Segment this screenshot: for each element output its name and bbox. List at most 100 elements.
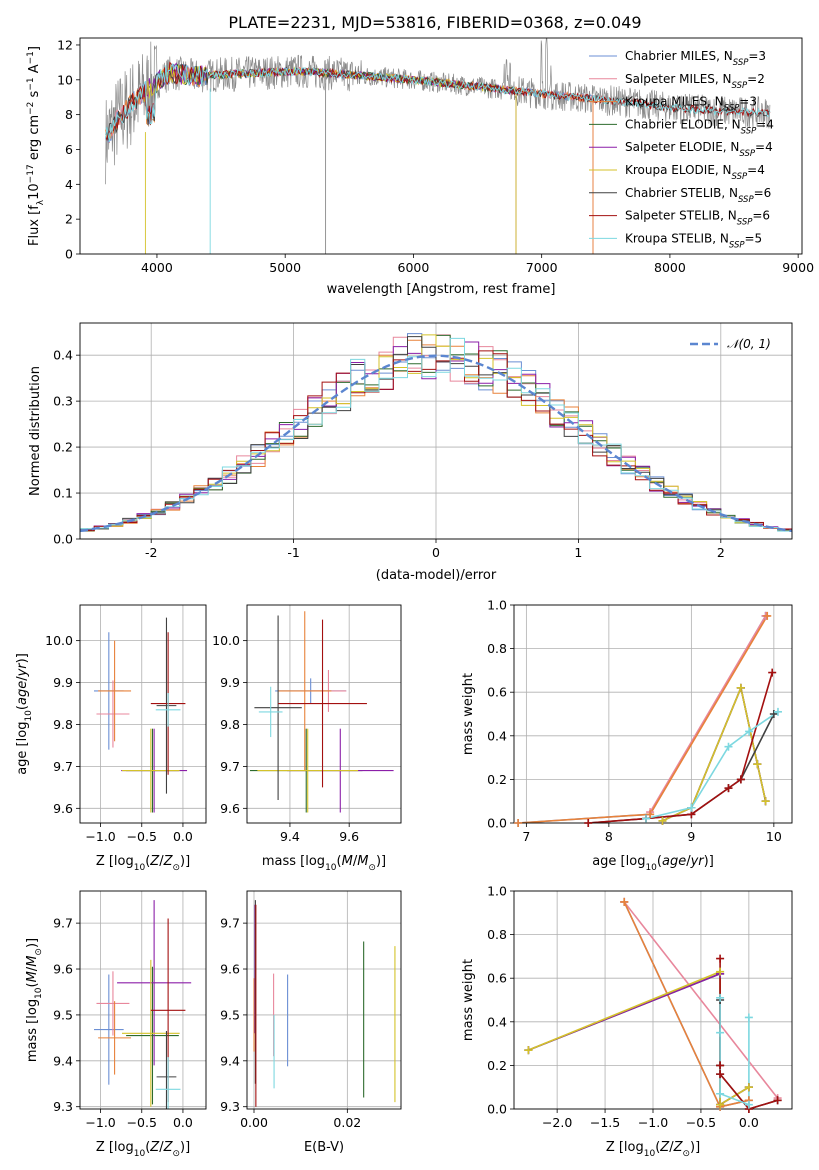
residuals-y-axis-label: Normed distribution [28, 366, 43, 496]
y-tick-label: 0 [65, 247, 73, 262]
y-tick-label: 0.1 [53, 486, 73, 501]
weight-point-kroupa_elodie [761, 797, 770, 806]
y-tick-label: 9.9 [53, 675, 73, 690]
x-tick-label: 0.0 [739, 1115, 759, 1130]
weight-point-kroupa_stelib [641, 814, 650, 823]
spectrum-panel: 4000 5000 6000 7000 8000 9000 0 2 4 6 8 10 12 wavelen… [26, 37, 814, 297]
y-tick-label: 9.9 [220, 675, 240, 690]
mass_vs_Z-panel: −1.0 −0.5 0.0 9.3 9.4 9.5 9.6 9.7 Z [log10(Z/Z⊙)… [25, 890, 207, 1159]
weight-point-salpeter_stelib [724, 784, 733, 793]
y-tick-label: 9.4 [220, 1053, 240, 1068]
x-tick-label: 2 [717, 545, 725, 560]
spectrum-x-axis-label: wavelength [Angstrom, rest frame] [327, 282, 556, 297]
y-tick-label: 0.3 [53, 394, 73, 409]
weight-line-salpeter_miles [623, 901, 779, 1099]
mass_vs_Z-plot-area [94, 900, 192, 1109]
figure-title: PLATE=2231, MJD=53816, FIBERID=0368, z=0… [228, 13, 641, 32]
age_vs_mass-plot-area [249, 611, 394, 813]
weight-point-salpeter_stelib [773, 1096, 782, 1105]
x-tick-label: 0.02 [333, 1115, 361, 1130]
x-tick-label: 0.00 [240, 1115, 268, 1130]
y-tick-label: 0.2 [53, 440, 73, 455]
x-tick-label: -1 [287, 545, 299, 560]
mass_vs_Z-y-axis-label: mass [log10(M/M⊙)] [25, 938, 44, 1062]
weight-point-kroupa_elodie [753, 760, 762, 769]
weight-point-kroupa_stelib [716, 1089, 725, 1098]
x-tick-label: 6000 [398, 260, 430, 275]
mass_vs_ebv-panel: 0.00 0.02 9.3 9.4 9.5 9.6 9.7 E(B-V) [220, 890, 402, 1155]
weight-point-kroupa_elodie [736, 683, 745, 692]
y-tick-label: 0.8 [487, 641, 507, 656]
y-tick-label: 0.0 [53, 532, 73, 547]
residuals-x-axis-label: (data-model)/error [376, 568, 497, 583]
y-tick-label: 10.0 [212, 633, 240, 648]
x-tick-label: 5000 [269, 260, 301, 275]
y-tick-label: 1.0 [487, 884, 507, 899]
spectrum-y-axis-label: Flux [fλ10−17 erg cm−2 s−1 A−1] [26, 46, 46, 246]
weight-point-kroupa_stelib [687, 803, 696, 812]
weight_vs_age-x-axis-label: age [log10(age/yr)] [592, 854, 714, 873]
x-tick-label: −1.5 [590, 1115, 620, 1130]
y-tick-label: 0.4 [487, 728, 507, 743]
x-tick-label: 9000 [782, 260, 814, 275]
y-tick-label: 4 [65, 177, 73, 192]
legend-entry: Kroupa MILES, NSSP=3 [625, 95, 757, 114]
weight-point-kroupa_miles [514, 819, 523, 827]
y-tick-label: 9.7 [220, 759, 240, 774]
y-tick-label: 1.0 [487, 598, 507, 613]
y-tick-label: 9.8 [53, 717, 73, 732]
legend-entry: Salpeter MILES, NSSP=2 [625, 72, 765, 91]
weight-point-kroupa_stelib [744, 1013, 753, 1022]
age_vs_Z-y-axis-label: age [log10(age/yr)] [15, 653, 34, 775]
weight-point-kroupa_miles [763, 611, 772, 620]
y-tick-label: 9.7 [53, 759, 73, 774]
x-tick-label: -2 [145, 545, 157, 560]
weight-line-salpeter_miles [649, 615, 767, 813]
weight_vs_Z-frame [513, 890, 793, 1110]
y-tick-label: 9.6 [220, 801, 240, 816]
weight_vs_age-frame [513, 604, 793, 824]
weight-point-kroupa_elodie [716, 967, 725, 976]
y-tick-label: 9.5 [53, 1007, 73, 1022]
y-tick-label: 9.4 [53, 1053, 73, 1068]
y-tick-label: 0.0 [487, 816, 507, 831]
legend-entry: Kroupa ELODIE, NSSP=4 [625, 163, 765, 182]
y-tick-label: 10 [57, 72, 73, 87]
legend-entry: Chabrier STELIB, NSSP=6 [625, 186, 771, 205]
y-tick-label: 9.5 [220, 1007, 240, 1022]
y-tick-label: 9.6 [220, 962, 240, 977]
mass_vs_Z-frame [79, 890, 207, 1110]
weight_vs_Z-x-axis-label: Z [log10(Z/Z⊙)] [606, 1140, 700, 1159]
normal-distribution-curve [80, 354, 792, 533]
age_vs_mass-x-axis-label: mass [log10(M/M⊙)] [262, 854, 386, 873]
weight_vs_Z-panel: −2.0 −1.5 −1.0 −0.5 0.0 0.0 0.2 0.4 0.6 0.8 1.0 Z [… [461, 884, 793, 1159]
x-tick-label: 1 [574, 545, 582, 560]
y-tick-label: 0.6 [487, 685, 507, 700]
weight-point-salpeter_stelib [716, 1061, 725, 1070]
y-tick-label: 9.6 [53, 801, 73, 816]
x-tick-label: −1.0 [85, 1115, 115, 1130]
y-tick-label: 9.7 [53, 916, 73, 931]
y-tick-label: 12 [57, 37, 73, 52]
y-tick-label: 0.2 [487, 772, 507, 787]
mass_vs_Z-x-axis-label: Z [log10(Z/Z⊙)] [96, 1140, 190, 1159]
y-tick-label: 9.6 [53, 962, 73, 977]
model-spectrum-kroupa_stelib [105, 62, 771, 143]
legend-entry: Salpeter ELODIE, NSSP=4 [625, 140, 773, 159]
y-tick-label: 0.0 [487, 1102, 507, 1117]
y-tick-label: 2 [65, 212, 73, 227]
residual-histogram-kroupa_stelib [80, 337, 792, 532]
x-tick-label: 9 [687, 829, 695, 844]
y-tick-label: 10.0 [45, 633, 73, 648]
residuals-panel: -2 -1 0 1 2 0.0 0.1 0.2 0.3 0.4 (data-model)/error… [28, 322, 793, 583]
age_vs_Z-panel: −1.0 −0.5 0.0 9.6 9.7 9.8 9.9 10.0 Z [log10(Z/Z⊙… [15, 604, 207, 873]
weight-point-kroupa_stelib [773, 707, 782, 716]
x-tick-label: 0.0 [173, 1115, 193, 1130]
x-tick-label: 8 [605, 829, 613, 844]
y-tick-label: 8 [65, 107, 73, 122]
y-tick-label: 6 [65, 142, 73, 157]
x-tick-label: 7 [522, 829, 530, 844]
residuals-plot-area [80, 333, 792, 533]
weight-line-salpeter_stelib [588, 672, 773, 823]
